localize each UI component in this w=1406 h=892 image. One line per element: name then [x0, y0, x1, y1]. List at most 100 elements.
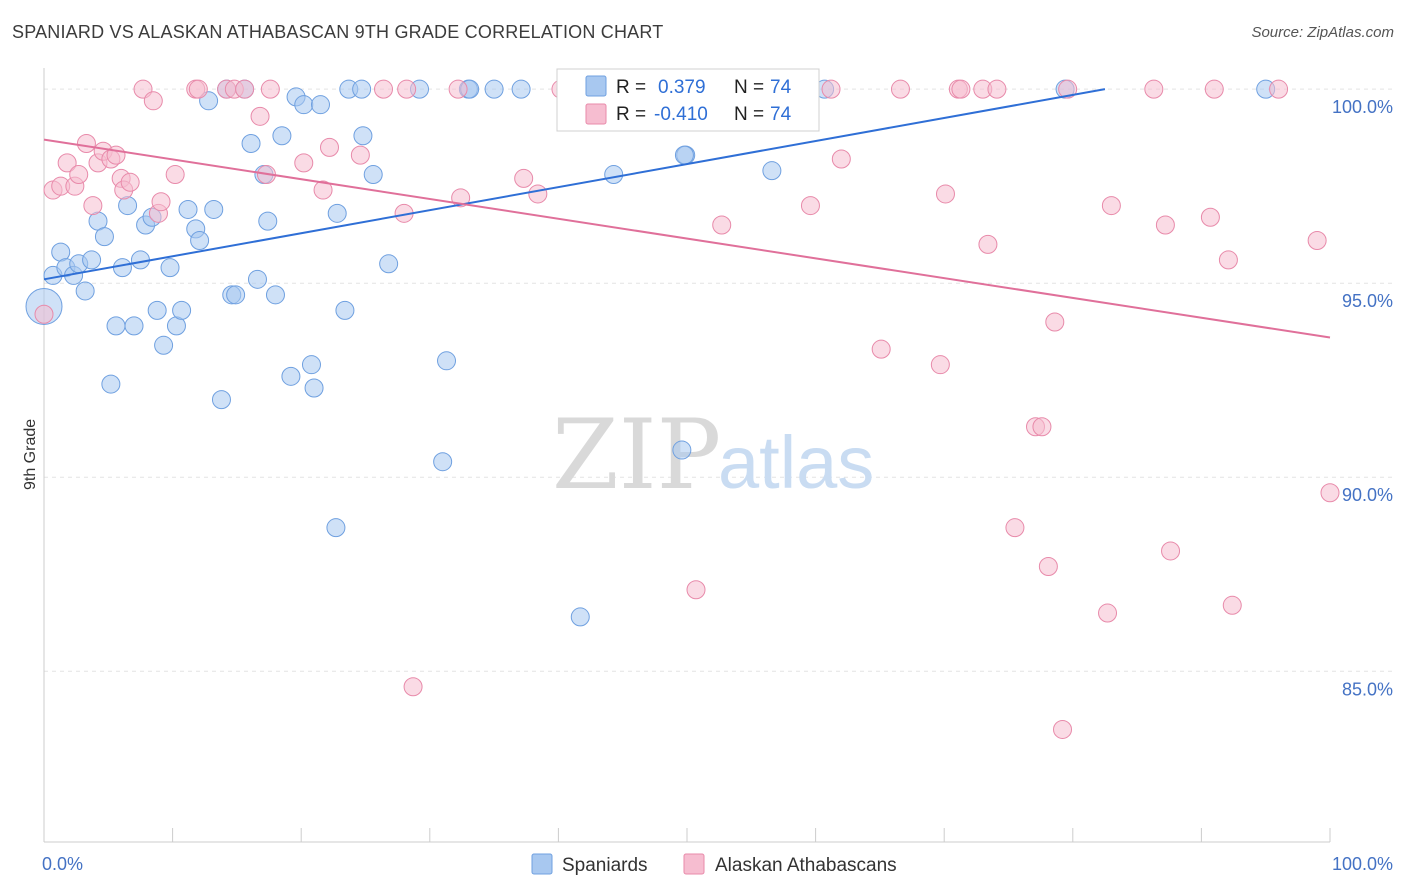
point-s0-34 — [247, 269, 267, 289]
point-s0-41 — [294, 95, 314, 115]
point-s0-54 — [437, 351, 457, 371]
series-legend-label-athabascans: Alaskan Athabascans — [715, 855, 897, 876]
point-s0-38 — [272, 126, 292, 146]
x-tick-labels: 0.0% 100.0% — [42, 854, 1393, 874]
point-s1-42 — [712, 215, 732, 235]
point-s1-47 — [890, 79, 910, 99]
point-s0-37 — [265, 285, 285, 305]
trend-lines — [43, 88, 1331, 339]
point-s1-34 — [397, 79, 417, 99]
series-legend-label-spaniards: Spaniards — [562, 855, 648, 876]
point-s1-65 — [1155, 215, 1175, 235]
stats-legend: R = 0.379 N = 74 R = -0.410 N = 74 — [556, 68, 820, 132]
point-s1-16 — [143, 91, 163, 111]
y-tick-label-2: 90.0% — [1342, 485, 1393, 505]
point-s0-50 — [353, 126, 373, 146]
point-s1-31 — [350, 145, 370, 165]
point-s0-33 — [241, 133, 261, 153]
point-s0-18 — [147, 300, 167, 320]
point-s1-46 — [871, 339, 891, 359]
point-s1-49 — [935, 184, 955, 204]
point-s1-64 — [1144, 79, 1164, 99]
point-s0-58 — [484, 79, 504, 99]
point-s1-14 — [120, 172, 140, 192]
gridlines — [44, 88, 1394, 672]
point-s0-9 — [94, 227, 114, 247]
point-s1-51 — [951, 79, 971, 99]
point-s1-57 — [1032, 417, 1052, 437]
point-s1-67 — [1200, 207, 1220, 227]
point-s0-65 — [674, 145, 694, 165]
watermark-atlas: atlas — [718, 421, 874, 504]
y-tick-label-0: 100.0% — [1332, 97, 1393, 117]
watermark: ZIP atlas — [552, 399, 874, 511]
point-s0-47 — [335, 300, 355, 320]
legend-n-value-1: 74 — [770, 77, 792, 98]
point-s1-62 — [1098, 603, 1118, 623]
point-s1-69 — [1218, 250, 1238, 270]
point-s0-61 — [570, 607, 590, 627]
point-s0-46 — [327, 203, 347, 223]
point-s1-36 — [448, 79, 468, 99]
point-s1-68 — [1204, 79, 1224, 99]
point-s1-35 — [403, 677, 423, 697]
y-tick-label-1: 95.0% — [1342, 291, 1393, 311]
point-s1-29 — [313, 180, 333, 200]
point-s1-59 — [1045, 312, 1065, 332]
point-s1-6 — [76, 133, 96, 153]
point-s1-25 — [250, 106, 270, 126]
point-s1-18 — [151, 192, 171, 212]
point-s1-61 — [1058, 79, 1078, 99]
point-s0-11 — [106, 316, 126, 336]
point-s0-55 — [433, 452, 453, 472]
point-s1-60 — [1053, 719, 1073, 739]
legend-n-label-1: N = — [734, 77, 764, 98]
point-s0-23 — [178, 199, 198, 219]
source-credit: Source: ZipAtlas.com — [1251, 24, 1394, 41]
point-s1-71 — [1269, 79, 1289, 99]
point-s0-22 — [172, 300, 192, 320]
point-s1-53 — [978, 234, 998, 254]
point-s0-42 — [301, 355, 321, 375]
point-s0-31 — [226, 285, 246, 305]
y-tick-labels: 100.0% 95.0% 90.0% 85.0% — [1332, 97, 1393, 699]
point-s0-7 — [82, 250, 102, 270]
point-s0-13 — [118, 196, 138, 216]
trend-line-1 — [43, 138, 1331, 339]
legend-swatch-spaniards — [585, 75, 607, 97]
y-tick-label-3: 85.0% — [1342, 679, 1393, 699]
point-s1-21 — [188, 79, 208, 99]
point-s1-30 — [319, 137, 339, 157]
point-s1-0 — [34, 304, 54, 324]
point-s0-66 — [672, 440, 692, 460]
series-legend-swatch-athabascans — [683, 853, 705, 875]
chart-title: SPANIARD VS ALASKAN ATHABASCAN 9TH GRADE… — [12, 22, 664, 42]
point-s1-28 — [294, 153, 314, 173]
point-s1-73 — [1320, 483, 1340, 503]
point-s1-24 — [235, 79, 255, 99]
point-s0-10 — [101, 374, 121, 394]
point-s0-12 — [112, 258, 132, 278]
point-s0-51 — [363, 165, 383, 185]
point-s1-43 — [800, 196, 820, 216]
watermark-zip: ZIP — [552, 399, 721, 511]
point-s1-5 — [69, 165, 89, 185]
point-s1-66 — [1161, 541, 1181, 561]
point-s0-43 — [304, 378, 324, 398]
point-s0-20 — [160, 258, 180, 278]
point-s0-27 — [204, 199, 224, 219]
point-s0-69 — [762, 161, 782, 181]
point-s1-58 — [1038, 556, 1058, 576]
legend-r-label-1: R = — [616, 77, 646, 98]
x-tick-label-0: 0.0% — [42, 854, 83, 874]
point-s0-59 — [511, 79, 531, 99]
point-s0-45 — [326, 518, 346, 538]
y-axis-label: 9th Grade — [22, 419, 39, 490]
point-s1-39 — [528, 184, 548, 204]
point-s0-19 — [154, 335, 174, 355]
x-tick-label-1: 100.0% — [1332, 854, 1393, 874]
point-s0-49 — [352, 79, 372, 99]
point-s0-63 — [604, 165, 624, 185]
series-legend-swatch-spaniards — [531, 853, 553, 875]
